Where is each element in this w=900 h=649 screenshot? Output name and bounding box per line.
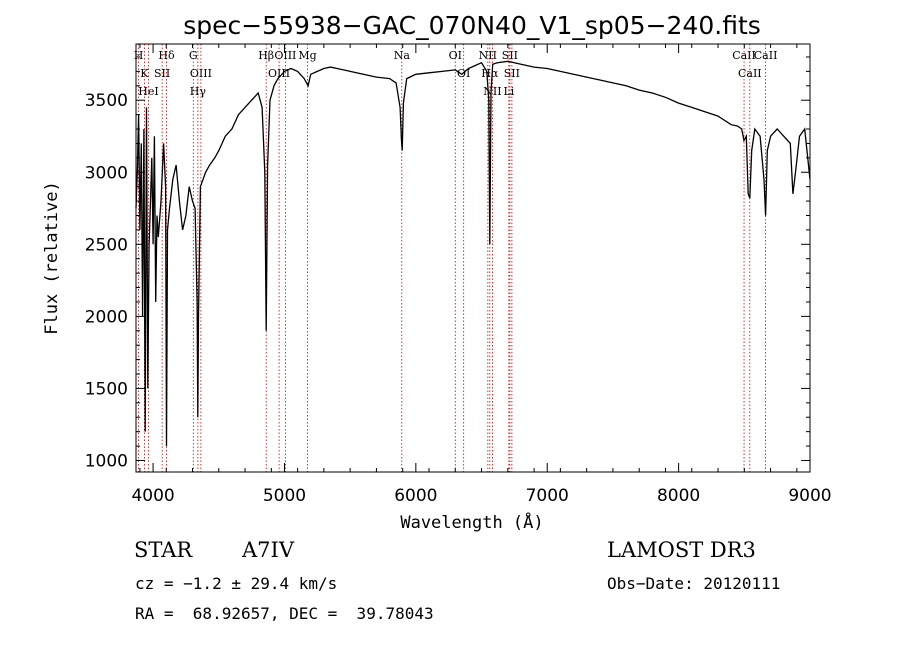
line-marker-label: OI bbox=[449, 49, 462, 62]
y-axis-ticks: 1000 1500 2000 2500 3000 3500 bbox=[85, 56, 810, 471]
line-marker-label: HeI bbox=[138, 85, 158, 98]
x-tick-label: 9000 bbox=[788, 486, 831, 506]
line-marker-label: Hβ bbox=[258, 49, 274, 62]
line-marker-label: Hα bbox=[481, 67, 499, 80]
redshift-label: cz = −1.2 ± 29.4 km/s bbox=[135, 574, 338, 593]
subclass-label: A7IV bbox=[242, 538, 294, 562]
x-axis-label: Wavelength (Å) bbox=[400, 511, 543, 533]
line-marker-label: OIII bbox=[268, 67, 290, 80]
line-marker-label: G bbox=[189, 49, 198, 62]
y-tick-label: 3000 bbox=[85, 163, 128, 183]
line-marker-label: CaII bbox=[732, 49, 756, 62]
line-marker-label: OIII bbox=[190, 67, 212, 80]
x-tick-label: 4000 bbox=[131, 486, 174, 506]
coordinates-label: RA = 68.92657, DEC = 39.78043 bbox=[135, 604, 434, 623]
y-tick-label: 1000 bbox=[85, 451, 128, 471]
y-axis-label: Flux (relative) bbox=[42, 181, 62, 335]
line-marker-label: H bbox=[134, 49, 144, 62]
line-marker-label: CaII bbox=[738, 67, 762, 80]
line-marker-label: K bbox=[140, 67, 149, 80]
plot-frame bbox=[135, 43, 811, 473]
y-tick-label: 2500 bbox=[85, 235, 128, 255]
y-tick-label: 3500 bbox=[85, 91, 128, 111]
line-marker-label: SII bbox=[154, 67, 170, 80]
line-marker-label: OIII bbox=[274, 49, 296, 62]
line-marker-label: Hδ bbox=[158, 49, 175, 62]
line-marker-label: SII bbox=[504, 67, 520, 80]
line-marker-label: SII bbox=[502, 49, 518, 62]
y-tick-label: 1500 bbox=[85, 379, 128, 399]
line-marker-label: Na bbox=[394, 49, 411, 62]
object-class-label: STAR bbox=[134, 538, 193, 562]
y-tick-label: 2000 bbox=[85, 307, 128, 327]
spectrum-series-line bbox=[135, 60, 811, 447]
obs-date-label: Obs−Date: 20120111 bbox=[607, 574, 781, 593]
line-marker-label: Li bbox=[503, 85, 514, 98]
chart-title: spec−55938−GAC_070N40_V1_sp05−240.fits bbox=[183, 11, 761, 40]
x-tick-label: 5000 bbox=[263, 486, 306, 506]
line-marker-label: NII bbox=[483, 85, 501, 98]
x-tick-label: 7000 bbox=[526, 486, 569, 506]
x-axis-ticks: 4000 5000 6000 7000 8000 9000 bbox=[131, 44, 832, 506]
line-marker-label: Mg bbox=[298, 49, 316, 62]
line-marker-label: Hγ bbox=[190, 85, 207, 98]
x-tick-label: 8000 bbox=[657, 486, 700, 506]
survey-label: LAMOST DR3 bbox=[607, 538, 756, 562]
x-tick-label: 6000 bbox=[394, 486, 437, 506]
line-marker-label: NII bbox=[479, 49, 497, 62]
line-marker-label: CaII bbox=[754, 49, 778, 62]
